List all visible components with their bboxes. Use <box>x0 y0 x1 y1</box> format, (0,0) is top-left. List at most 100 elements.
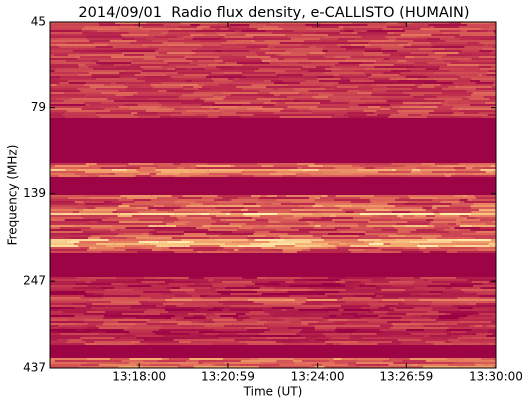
spectrogram-cell <box>60 227 91 229</box>
spectrogram-cell <box>479 50 493 52</box>
spectrogram-cell <box>169 247 198 249</box>
spectrogram-cell <box>254 283 281 285</box>
spectrogram-cell <box>335 227 351 229</box>
spectrogram-cell <box>261 247 274 249</box>
spectrogram-cell <box>249 26 263 28</box>
spectrogram-cell <box>376 84 393 86</box>
spectrogram-cell <box>236 319 244 321</box>
spectrogram-cell <box>411 333 447 335</box>
spectrogram-cell <box>262 106 288 108</box>
spectrogram-cell <box>200 98 206 100</box>
spectrogram-cell <box>438 315 468 317</box>
spectrogram-cell <box>394 62 415 64</box>
spectrogram-cell <box>371 279 383 281</box>
spectrogram-cell <box>469 100 496 102</box>
spectrogram-cell <box>350 56 374 58</box>
spectrogram-cell <box>376 60 382 62</box>
spectrogram-cell <box>429 335 451 337</box>
spectrogram-cell <box>359 213 372 215</box>
spectrogram-cell <box>441 285 474 287</box>
spectrogram-cell <box>362 52 383 54</box>
spectrogram-cell <box>157 114 171 116</box>
spectrogram-cell <box>229 309 263 311</box>
spectrogram-cell <box>190 24 200 26</box>
spectrogram-cell <box>136 169 156 171</box>
spectrogram-cell <box>369 199 396 201</box>
spectrogram-cell <box>440 66 479 68</box>
spectrogram-cell <box>184 56 220 58</box>
spectrogram-cell <box>452 82 476 84</box>
spectrogram-cell <box>472 171 486 173</box>
spectrogram-cell <box>243 201 264 203</box>
spectrogram-cell <box>441 165 466 167</box>
spectrogram-cell <box>372 323 392 325</box>
spectrogram-cell <box>435 58 472 60</box>
spectrogram-cell <box>180 106 202 108</box>
spectrogram-cell <box>273 339 309 341</box>
spectrogram-cell <box>64 219 102 221</box>
spectrogram-cell <box>305 281 336 283</box>
spectrogram-cell <box>193 315 205 317</box>
spectrogram-cell <box>347 40 370 42</box>
spectrogram-cell <box>328 96 365 98</box>
spectrogram-cell <box>339 243 347 245</box>
spectrogram-cell <box>94 293 104 295</box>
spectrogram-cell <box>146 309 166 311</box>
spectrogram-cell <box>208 315 221 317</box>
spectrogram-cell <box>78 366 104 368</box>
spectrogram-cell <box>161 249 194 251</box>
spectrogram-cell <box>162 325 180 327</box>
spectrogram-cell <box>195 291 212 293</box>
spectrogram-cell <box>165 299 193 301</box>
spectrogram-cell <box>137 112 157 114</box>
spectrogram-cell <box>221 231 232 233</box>
spectrogram-cell <box>99 116 139 118</box>
spectrogram-cell <box>260 215 294 217</box>
spectrogram-cell <box>222 358 251 360</box>
spectrogram-cell <box>219 235 248 237</box>
spectrogram-cell <box>345 211 354 213</box>
spectrogram-cell <box>80 175 89 177</box>
spectrogram-cell <box>158 48 197 50</box>
spectrogram-cell <box>179 96 214 98</box>
spectrogram-cell <box>411 364 419 366</box>
spectrogram-cell <box>383 243 391 245</box>
spectrogram-cell <box>268 325 278 327</box>
spectrogram-cell <box>247 329 265 331</box>
spectrogram-cell <box>176 305 209 307</box>
spectrogram-cell <box>50 299 89 301</box>
spectrogram-cell <box>271 80 283 82</box>
spectrogram-cell <box>457 319 496 321</box>
spectrogram-cell <box>96 223 128 225</box>
spectrogram-cell <box>211 311 250 313</box>
spectrogram-cell <box>345 281 361 283</box>
spectrogram-cell <box>314 203 354 205</box>
spectrogram-cell <box>50 227 61 229</box>
spectrogram-cell <box>220 68 259 70</box>
spectrogram-cell <box>281 309 287 311</box>
spectrogram-cell <box>284 343 306 345</box>
spectrogram-cell <box>270 56 287 58</box>
spectrogram-cell <box>231 94 256 96</box>
spectrogram-cell <box>50 279 72 281</box>
spectrogram-cell <box>86 358 102 360</box>
spectrogram-cell <box>225 34 246 36</box>
spectrogram-cell <box>141 70 176 72</box>
spectrogram-cell <box>151 82 162 84</box>
spectrogram-cell <box>77 245 106 247</box>
spectrogram-cell <box>50 209 83 211</box>
spectrogram-cell <box>399 54 429 56</box>
spectrogram-cell <box>305 209 312 211</box>
spectrogram-cell <box>192 299 229 301</box>
spectrogram-cell <box>180 237 209 239</box>
spectrogram-cell <box>339 32 352 34</box>
spectrogram-cell <box>418 364 448 366</box>
spectrogram-cell <box>153 205 165 207</box>
spectrogram-cell <box>404 303 413 305</box>
spectrogram-cell <box>71 98 108 100</box>
spectrogram-cell <box>278 58 285 60</box>
spectrogram-cell <box>436 96 466 98</box>
spectrogram-cell <box>114 100 133 102</box>
spectrogram-cell <box>62 207 76 209</box>
spectrogram-cell <box>382 28 403 30</box>
